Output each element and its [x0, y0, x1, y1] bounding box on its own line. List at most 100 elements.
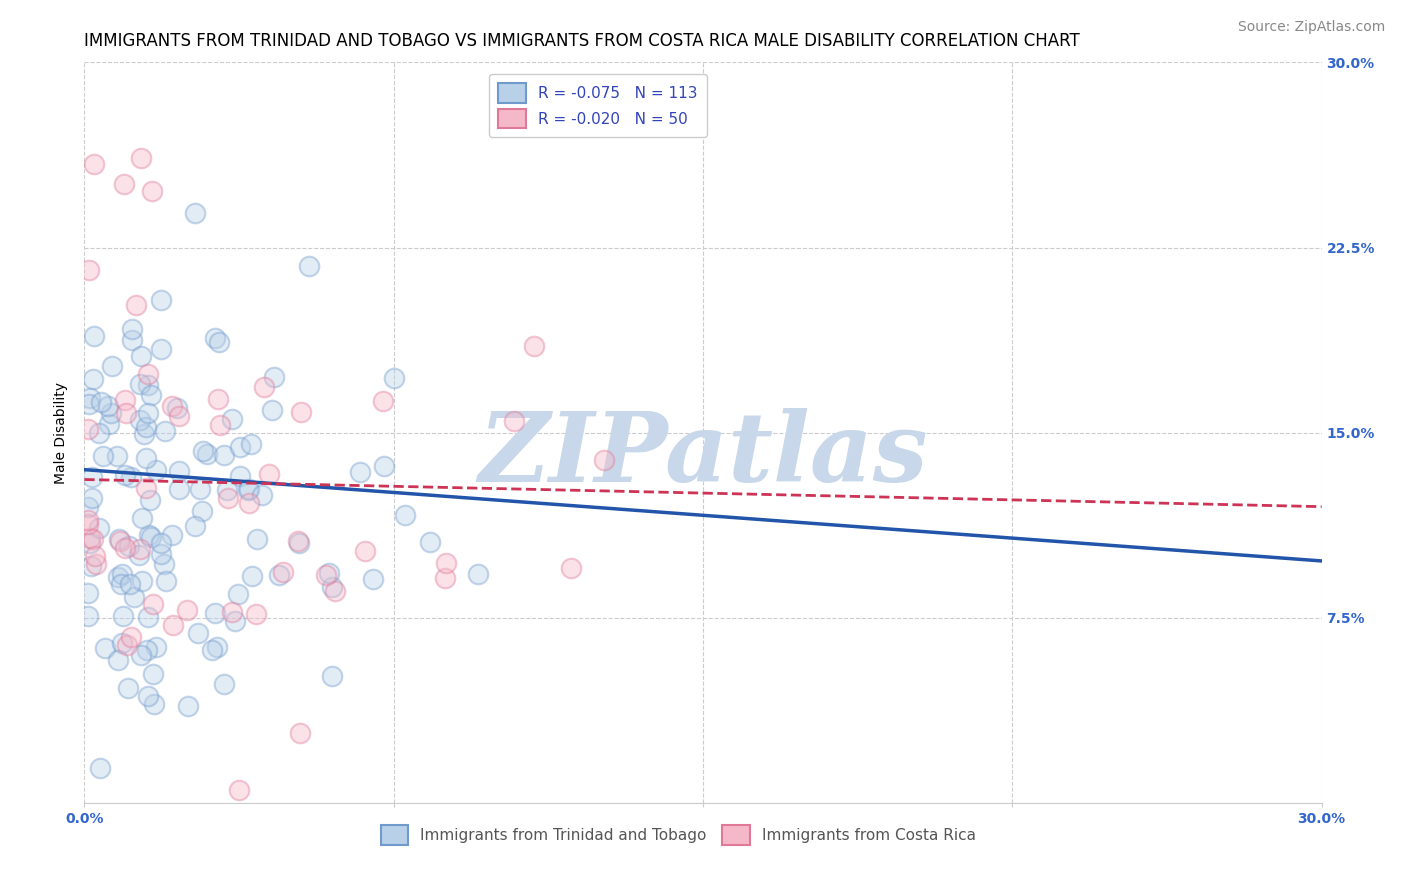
Point	[523, 339, 546, 353]
Point	[112, 609, 135, 624]
Point	[271, 566, 294, 580]
Point	[503, 414, 526, 428]
Point	[298, 259, 321, 273]
Point	[118, 539, 141, 553]
Point	[142, 697, 165, 711]
Point	[129, 350, 152, 364]
Point	[226, 587, 249, 601]
Point	[201, 643, 224, 657]
Point	[115, 638, 138, 652]
Point	[141, 530, 163, 544]
Point	[207, 392, 229, 406]
Point	[131, 511, 153, 525]
Point	[204, 606, 226, 620]
Point	[80, 469, 103, 483]
Point	[105, 449, 128, 463]
Point	[83, 157, 105, 171]
Point	[162, 618, 184, 632]
Point	[77, 263, 100, 277]
Point	[139, 493, 162, 508]
Point	[184, 206, 207, 220]
Point	[177, 698, 200, 713]
Point	[111, 567, 134, 582]
Point	[155, 574, 177, 588]
Point	[217, 483, 239, 498]
Point	[238, 482, 260, 496]
Point	[253, 380, 276, 394]
Point	[176, 603, 198, 617]
Point	[84, 558, 107, 572]
Point	[149, 536, 172, 550]
Point	[212, 677, 235, 691]
Point	[94, 641, 117, 656]
Point	[111, 636, 134, 650]
Point	[195, 446, 218, 460]
Point	[318, 566, 340, 580]
Point	[149, 547, 172, 561]
Point	[83, 549, 105, 563]
Point	[208, 335, 231, 350]
Point	[239, 437, 262, 451]
Point	[245, 607, 267, 621]
Point	[79, 531, 101, 545]
Point	[217, 491, 239, 506]
Point	[190, 504, 212, 518]
Point	[138, 367, 160, 381]
Point	[142, 667, 165, 681]
Point	[79, 536, 101, 550]
Text: ZIPatlas: ZIPatlas	[478, 408, 928, 502]
Point	[260, 402, 283, 417]
Point	[83, 328, 105, 343]
Point	[167, 409, 190, 423]
Point	[188, 482, 211, 496]
Point	[145, 462, 167, 476]
Point	[135, 643, 157, 657]
Point	[224, 615, 246, 629]
Point	[240, 569, 263, 583]
Point	[167, 464, 190, 478]
Point	[122, 590, 145, 604]
Point	[107, 653, 129, 667]
Point	[97, 399, 120, 413]
Point	[100, 406, 122, 420]
Point	[160, 399, 183, 413]
Point	[139, 388, 162, 402]
Point	[187, 626, 209, 640]
Point	[129, 542, 152, 557]
Point	[135, 419, 157, 434]
Point	[184, 519, 207, 533]
Point	[114, 541, 136, 555]
Point	[287, 533, 309, 548]
Point	[592, 453, 614, 467]
Point	[160, 528, 183, 542]
Point	[288, 726, 311, 740]
Point	[77, 517, 100, 532]
Point	[373, 394, 395, 409]
Point	[191, 444, 214, 458]
Point	[138, 609, 160, 624]
Point	[135, 481, 157, 495]
Point	[110, 576, 132, 591]
Point	[149, 342, 172, 356]
Point	[560, 560, 582, 574]
Point	[166, 401, 188, 415]
Point	[212, 448, 235, 462]
Point	[208, 418, 231, 433]
Point	[77, 422, 100, 436]
Point	[238, 483, 260, 497]
Point	[149, 293, 172, 308]
Text: IMMIGRANTS FROM TRINIDAD AND TOBAGO VS IMMIGRANTS FROM COSTA RICA MALE DISABILIT: IMMIGRANTS FROM TRINIDAD AND TOBAGO VS I…	[84, 32, 1080, 50]
Point	[373, 459, 395, 474]
Point	[129, 648, 152, 662]
Point	[101, 359, 124, 373]
Point	[141, 184, 163, 198]
Point	[77, 397, 100, 411]
Point	[153, 424, 176, 438]
Point	[90, 395, 112, 409]
Point	[290, 405, 312, 419]
Point	[382, 371, 405, 385]
Point	[145, 640, 167, 654]
Point	[89, 761, 111, 775]
Point	[121, 322, 143, 336]
Point	[128, 548, 150, 562]
